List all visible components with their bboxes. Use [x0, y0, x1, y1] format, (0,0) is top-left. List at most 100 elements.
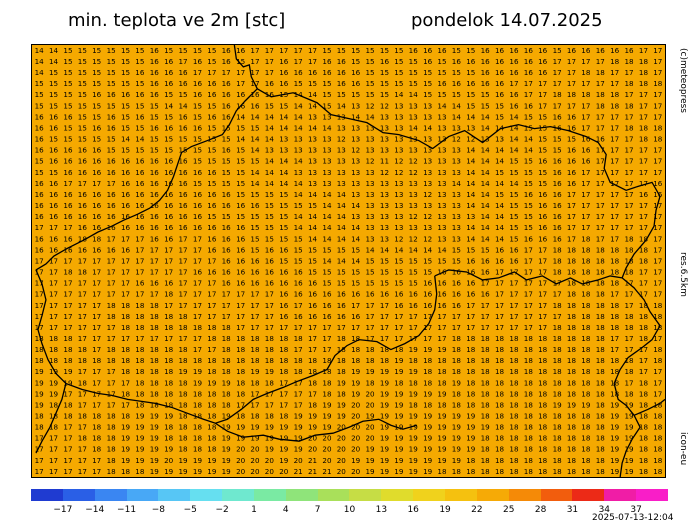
- temperature-value: 15: [279, 190, 288, 199]
- temperature-value: 19: [193, 378, 203, 387]
- temperature-value: 17: [624, 201, 633, 210]
- temperature-value: 18: [581, 312, 591, 321]
- temperature-value: 17: [294, 389, 303, 398]
- temperature-value: 18: [236, 356, 246, 365]
- temperature-value: 15: [308, 201, 317, 210]
- temperature-value: 18: [509, 467, 519, 476]
- temperature-value: 14: [481, 212, 491, 221]
- temperature-value: 15: [466, 245, 475, 254]
- temperature-value: 17: [178, 57, 187, 66]
- temperature-value: 18: [164, 290, 174, 299]
- temperature-value: 19: [394, 367, 404, 376]
- temperature-value: 18: [538, 411, 548, 420]
- temperature-value: 19: [322, 411, 332, 420]
- temperature-value: 15: [524, 212, 533, 221]
- temperature-value: 13: [394, 201, 403, 210]
- temperature-value: 19: [423, 345, 433, 354]
- temperature-value: 16: [178, 179, 188, 188]
- temperature-value: 16: [524, 46, 534, 55]
- temperature-value: 16: [107, 201, 117, 210]
- temperature-value: 17: [624, 90, 633, 99]
- temperature-value: 18: [567, 423, 577, 432]
- temperature-value: 15: [193, 179, 202, 188]
- scale-label: 7: [314, 505, 321, 515]
- temperature-value: 19: [394, 456, 404, 465]
- temperature-value: 18: [78, 345, 88, 354]
- temperature-value: 18: [452, 334, 462, 343]
- temperature-value: 16: [495, 68, 505, 77]
- temperature-value: 15: [193, 112, 202, 121]
- temperature-value: 18: [624, 323, 634, 332]
- temperature-value: 17: [236, 301, 245, 310]
- temperature-value: 21: [308, 456, 317, 465]
- temperature-value: 13: [466, 124, 475, 133]
- temperature-value: 18: [178, 411, 188, 420]
- temperature-value: 13: [380, 179, 389, 188]
- temperature-value: 16: [49, 201, 59, 210]
- temperature-value: 16: [222, 279, 232, 288]
- temperature-value: 15: [452, 245, 461, 254]
- temperature-value: 15: [423, 256, 432, 265]
- temperature-value: 16: [351, 290, 361, 299]
- temperature-value: 13: [394, 223, 403, 232]
- temperature-value: 17: [653, 290, 662, 299]
- temperature-value: 14: [495, 223, 505, 232]
- temperature-value: 16: [150, 201, 160, 210]
- temperature-value: 17: [610, 157, 619, 166]
- temperature-value: 15: [524, 201, 533, 210]
- temperature-value: 16: [481, 256, 491, 265]
- temperature-value: 13: [322, 135, 331, 144]
- temperature-value: 18: [596, 423, 606, 432]
- temperature-value: 13: [380, 223, 389, 232]
- temperature-value: 16: [279, 57, 289, 66]
- temperature-value: 16: [581, 135, 591, 144]
- temperature-value: 17: [639, 146, 648, 155]
- temperature-value: 17: [308, 334, 317, 343]
- temperature-value: 17: [567, 201, 576, 210]
- temperature-value: 16: [581, 157, 591, 166]
- temperature-value: 14: [466, 201, 476, 210]
- temperature-value: 18: [481, 345, 491, 354]
- temperature-value: 18: [653, 124, 663, 133]
- temperature-value: 14: [481, 146, 491, 155]
- temperature-value: 17: [294, 323, 303, 332]
- scale-label: −14: [85, 505, 105, 515]
- temperature-value: 16: [150, 179, 160, 188]
- temperature-value: 17: [509, 301, 518, 310]
- temperature-map[interactable]: 14 14 15 15 15 15 15 15 16 15 15 15 15 16 16 17 17 17 17 17…: [31, 44, 666, 478]
- temperature-value: 18: [49, 423, 59, 432]
- temperature-value: 17: [524, 90, 533, 99]
- temperature-value: 13: [351, 190, 360, 199]
- temperature-value: 17: [78, 367, 87, 376]
- temperature-value: 15: [351, 268, 360, 277]
- temperature-value: 16: [92, 157, 102, 166]
- temperature-value: 12: [365, 101, 374, 110]
- temperature-value: 17: [581, 201, 590, 210]
- temperature-value: 17: [63, 467, 72, 476]
- temperature-value: 16: [107, 124, 117, 133]
- temperature-value: 17: [653, 112, 662, 121]
- temperature-value: 18: [481, 434, 491, 443]
- temperature-value: 17: [639, 201, 648, 210]
- temperature-value: 17: [581, 57, 590, 66]
- temperature-value: 15: [380, 279, 389, 288]
- temperature-value: 16: [279, 312, 289, 321]
- temperature-value: 17: [653, 256, 662, 265]
- temperature-value: 18: [466, 378, 476, 387]
- temperature-value: 15: [207, 57, 216, 66]
- temperature-value: 18: [538, 378, 548, 387]
- temperature-value: 17: [639, 179, 648, 188]
- border-north-east: [256, 88, 661, 279]
- temperature-value: 19: [380, 467, 390, 476]
- temperature-value: 16: [509, 256, 519, 265]
- temperature-value: 17: [135, 290, 144, 299]
- temperature-value: 16: [567, 124, 577, 133]
- temperature-value: 15: [452, 46, 461, 55]
- temperature-value: 15: [308, 79, 317, 88]
- temperature-value: 15: [107, 68, 116, 77]
- temperature-value: 17: [380, 301, 389, 310]
- temperature-value: 18: [164, 323, 174, 332]
- temperature-value: 19: [222, 445, 232, 454]
- temperature-value: 18: [639, 124, 649, 133]
- scale-segment: [540, 489, 573, 501]
